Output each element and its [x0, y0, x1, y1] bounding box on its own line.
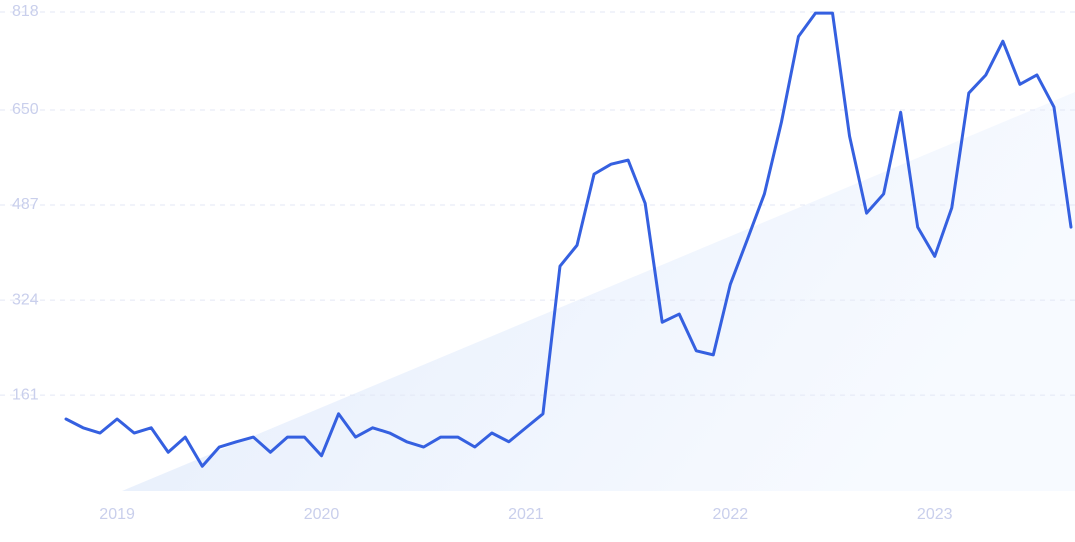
x-tick-label: 2020 [304, 506, 340, 523]
x-tick-label: 2021 [508, 506, 544, 523]
y-tick-label: 487 [12, 196, 39, 213]
x-tick-label: 2023 [917, 506, 953, 523]
y-tick-label: 324 [12, 291, 39, 308]
y-tick-label: 818 [12, 3, 39, 20]
x-tick-label: 2019 [99, 506, 135, 523]
trend-area [66, 92, 1075, 491]
y-tick-label: 161 [12, 386, 39, 403]
y-tick-label: 650 [12, 101, 39, 118]
trend-line [64, 11, 1073, 468]
x-tick-label: 2022 [713, 506, 749, 523]
